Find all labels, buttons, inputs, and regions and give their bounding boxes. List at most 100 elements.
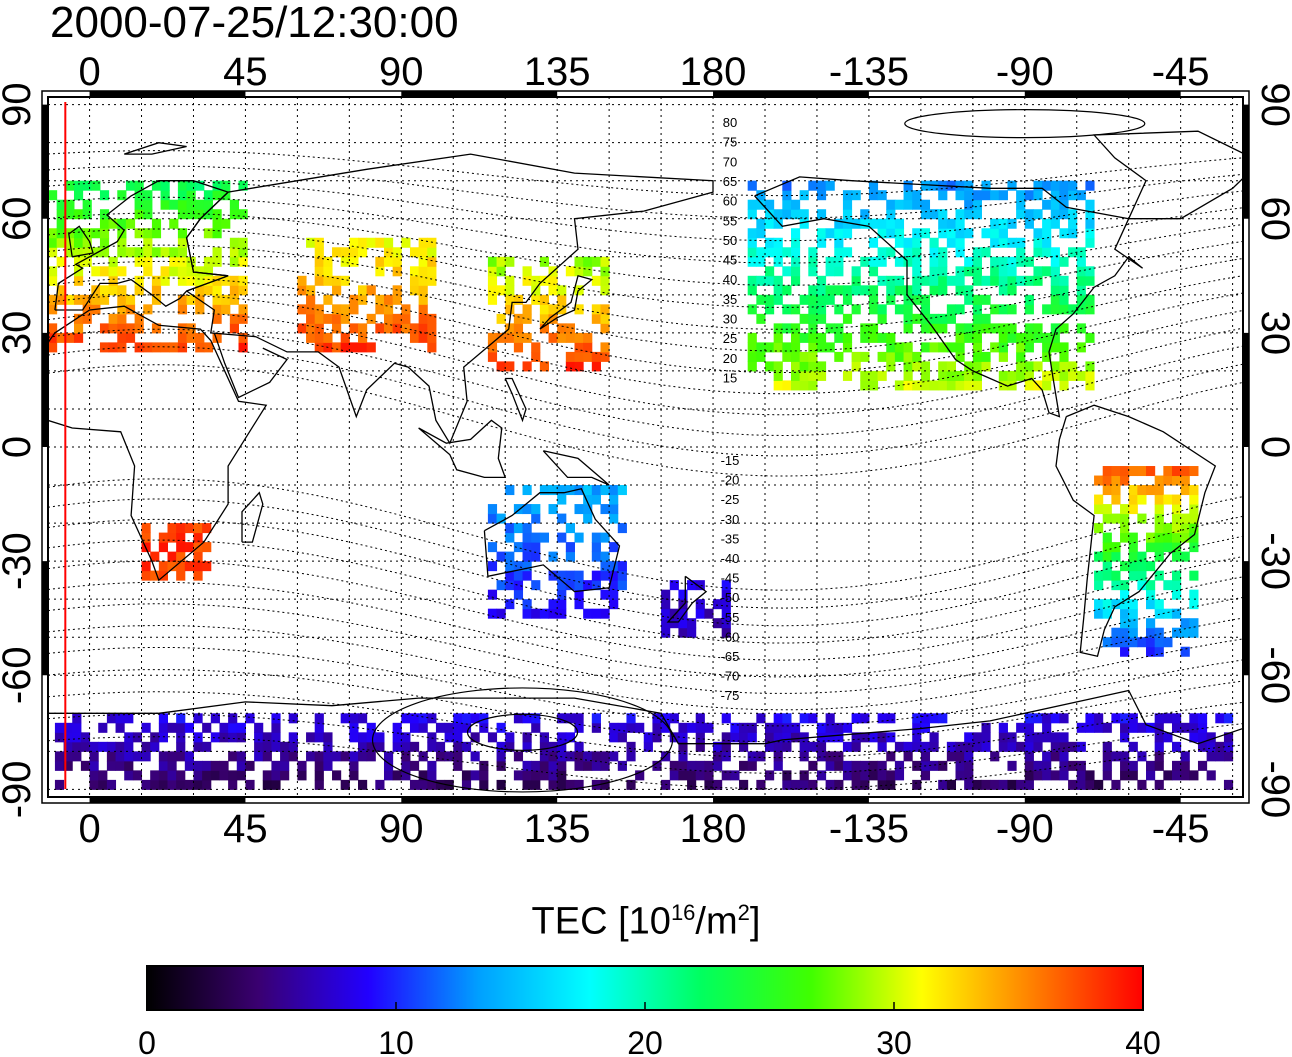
tec-cell	[184, 523, 194, 534]
tec-cell	[591, 722, 601, 733]
tec-cell	[600, 275, 610, 286]
tec-cell	[920, 751, 931, 762]
tec-cell	[955, 285, 965, 296]
mlat-label: -15	[721, 453, 740, 468]
tec-cell	[186, 209, 196, 220]
tec-cell	[496, 513, 506, 524]
tec-cell	[1180, 532, 1190, 543]
tec-cell	[808, 294, 818, 305]
tec-cell	[349, 732, 359, 743]
tec-cell	[773, 342, 783, 353]
tec-cell	[782, 722, 792, 733]
tec-cell	[782, 380, 792, 391]
tec-cell	[972, 370, 982, 381]
tec-cell	[617, 722, 627, 733]
tec-cell	[617, 732, 627, 743]
tec-cell	[323, 313, 333, 324]
tec-cell	[409, 275, 420, 286]
tec-cell	[134, 285, 144, 296]
tec-cell	[609, 513, 619, 524]
tec-cell	[89, 741, 99, 752]
tec-cell	[886, 294, 896, 305]
tec-cell	[721, 751, 731, 762]
tec-cell	[920, 342, 931, 353]
tec-cell	[713, 760, 723, 771]
tec-cell	[1076, 779, 1086, 790]
tec-cell	[72, 751, 82, 762]
tec-cell	[583, 351, 593, 362]
tec-cell	[531, 722, 541, 733]
tec-cell	[583, 504, 593, 515]
tec-cell	[383, 751, 394, 762]
tec-cell	[756, 256, 766, 267]
tec-cell	[600, 589, 610, 600]
tec-cell	[228, 732, 238, 743]
tec-cell	[816, 209, 827, 220]
magnetic-contour	[48, 624, 1243, 711]
tec-cell	[522, 266, 532, 277]
tec-cell	[238, 256, 248, 267]
tec-cell	[366, 313, 376, 324]
tec-cell	[202, 561, 212, 572]
border-bar-left	[42, 104, 48, 219]
tec-cell	[687, 770, 697, 781]
tec-cell	[790, 361, 801, 372]
tec-cell	[990, 218, 1000, 229]
tec-cell	[99, 285, 110, 296]
tec-cell	[427, 342, 437, 353]
tec-cell	[1154, 551, 1164, 562]
tec-cell	[297, 323, 307, 334]
tec-cell	[1102, 466, 1112, 477]
tec-cell	[868, 266, 879, 277]
tec-cell	[756, 713, 766, 724]
tec-cell	[548, 570, 558, 581]
bottom-lon-tick-label: 135	[524, 807, 591, 851]
border-bar-right	[1243, 104, 1249, 219]
tec-cell	[799, 351, 809, 362]
tec-cell	[695, 770, 705, 781]
tec-cell	[73, 209, 84, 220]
tec-cell	[73, 323, 84, 334]
tec-cell	[487, 513, 498, 524]
tec-cell	[912, 190, 922, 201]
tec-cell	[487, 589, 498, 600]
tec-cell	[1120, 513, 1130, 524]
tec-cell	[323, 741, 333, 752]
tec-cell	[1215, 741, 1225, 752]
tec-cell	[314, 304, 324, 315]
tec-cell	[108, 256, 118, 267]
tec-cell	[1085, 275, 1095, 286]
tec-cell	[1223, 751, 1234, 762]
tec-cell	[903, 323, 913, 334]
tec-cell	[886, 732, 896, 743]
tec-cell	[461, 741, 472, 752]
tec-cell	[1085, 237, 1095, 248]
tec-cell	[609, 732, 619, 743]
tec-cell	[177, 199, 188, 210]
tec-cell	[89, 779, 99, 790]
tec-cell	[1111, 475, 1121, 486]
tec-cell	[964, 760, 974, 771]
tec-cell	[158, 779, 168, 790]
tec-cell	[72, 722, 82, 733]
mlat-label: -25	[721, 492, 740, 507]
tec-cell	[134, 313, 144, 324]
tec-cell	[212, 228, 222, 239]
tec-cell	[669, 618, 679, 629]
tec-cell	[409, 760, 420, 771]
mlat-label: 45	[723, 253, 737, 268]
tec-cell	[1180, 485, 1190, 496]
tec-cell	[435, 722, 446, 733]
tec-cell	[1016, 370, 1026, 381]
tec-cell	[505, 732, 515, 743]
tec-cell	[1120, 580, 1130, 591]
tec-cell	[453, 741, 463, 752]
tec-cell	[487, 542, 498, 553]
tec-cell	[808, 247, 818, 258]
tec-cell	[574, 332, 584, 343]
tec-cell	[955, 304, 965, 315]
tec-cell	[964, 209, 974, 220]
tec-cell	[1059, 370, 1069, 381]
tec-cell	[1180, 646, 1190, 657]
tec-cell	[82, 180, 92, 191]
